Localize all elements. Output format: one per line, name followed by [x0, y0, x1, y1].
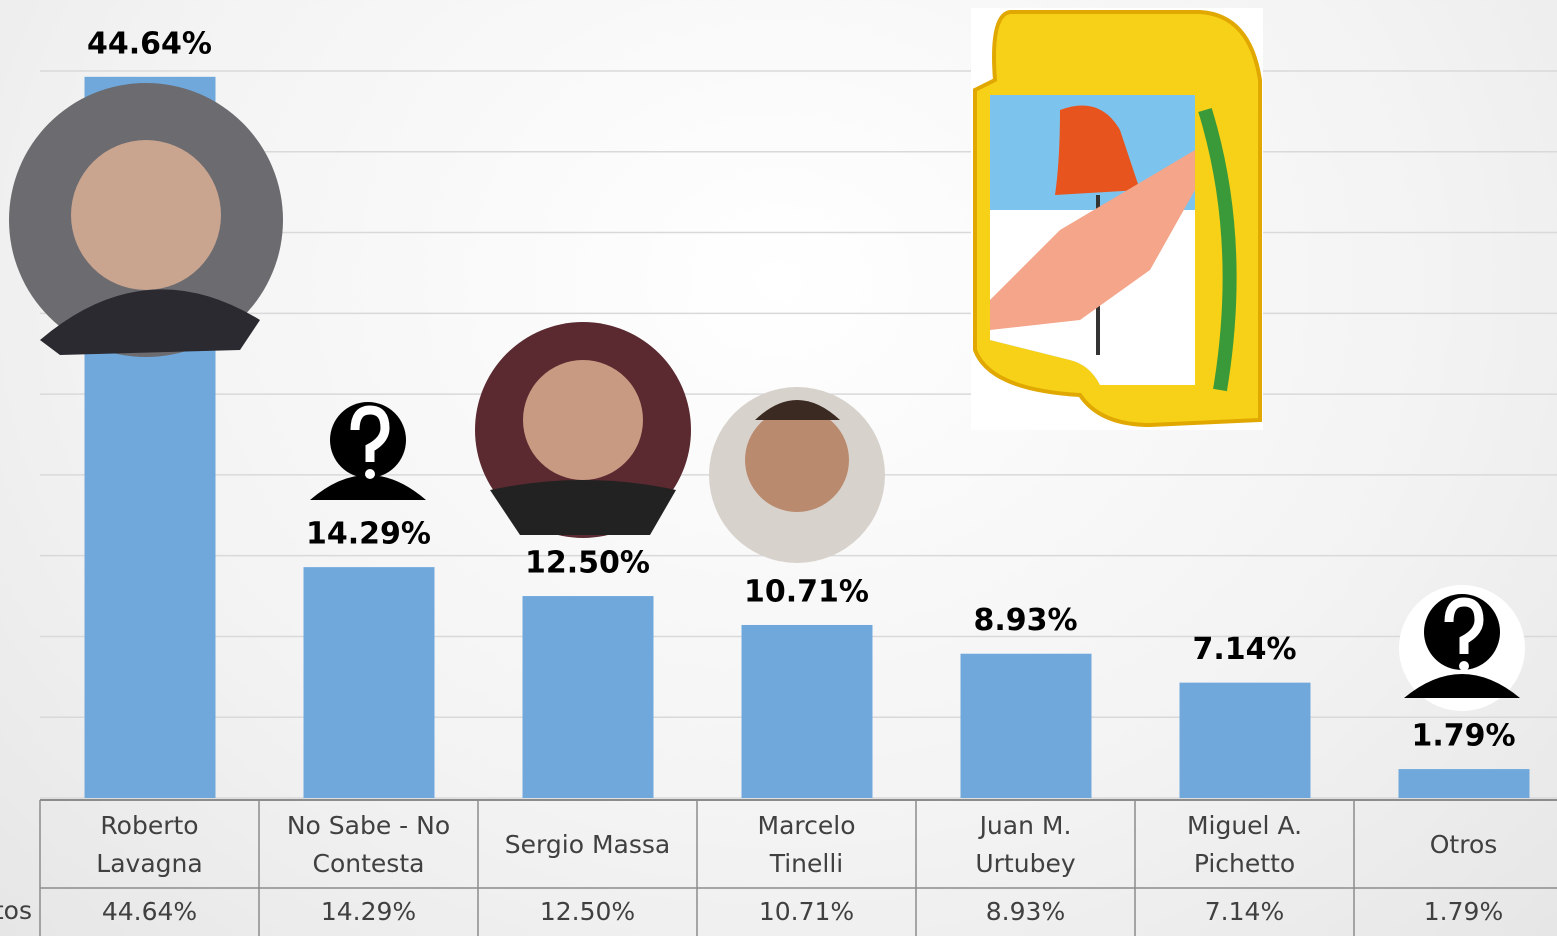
- table-value: 12.50%: [478, 888, 697, 936]
- chart: 44.64%14.29%12.50%10.71%8.93%7.14%1.79% …: [0, 0, 1557, 936]
- x-tick-label: Miguel A. Pichetto: [1135, 802, 1354, 888]
- data-label: 14.29%: [306, 517, 431, 552]
- table-value: 1.79%: [1354, 888, 1557, 936]
- page: 44.64%14.29%12.50%10.71%8.93%7.14%1.79% …: [0, 0, 1557, 936]
- bar: [742, 625, 873, 798]
- x-tick-label: Otros: [1354, 802, 1557, 888]
- photo: [709, 387, 885, 563]
- bar: [1180, 683, 1311, 798]
- x-tick-label: Juan M. Urtubey: [916, 802, 1135, 888]
- table-value: 44.64%: [40, 888, 259, 936]
- data-label: 1.79%: [1411, 719, 1515, 754]
- table-value: 10.71%: [697, 888, 916, 936]
- x-tick-label: No Sabe - No Contesta: [259, 802, 478, 888]
- bar: [961, 654, 1092, 798]
- data-label: 8.93%: [973, 603, 1077, 638]
- party-logo: [971, 8, 1263, 430]
- data-label: 12.50%: [525, 546, 650, 581]
- bar: [1399, 769, 1530, 798]
- row-label: Votos: [0, 896, 32, 925]
- data-label: 44.64%: [87, 26, 212, 61]
- bar: [523, 596, 654, 798]
- x-tick-label: Roberto Lavagna: [40, 802, 259, 888]
- x-tick-label: Sergio Massa: [478, 802, 697, 888]
- photo: [9, 83, 283, 357]
- data-label: 10.71%: [744, 574, 869, 609]
- bar: [304, 567, 435, 798]
- unknown-icon: [310, 402, 426, 500]
- table-value: 7.14%: [1135, 888, 1354, 936]
- data-label: 7.14%: [1192, 632, 1296, 667]
- table-value: 14.29%: [259, 888, 478, 936]
- photo: [475, 322, 691, 538]
- table-value: 8.93%: [916, 888, 1135, 936]
- x-tick-label: Marcelo Tinelli: [697, 802, 916, 888]
- unknown-icon: [1399, 585, 1525, 711]
